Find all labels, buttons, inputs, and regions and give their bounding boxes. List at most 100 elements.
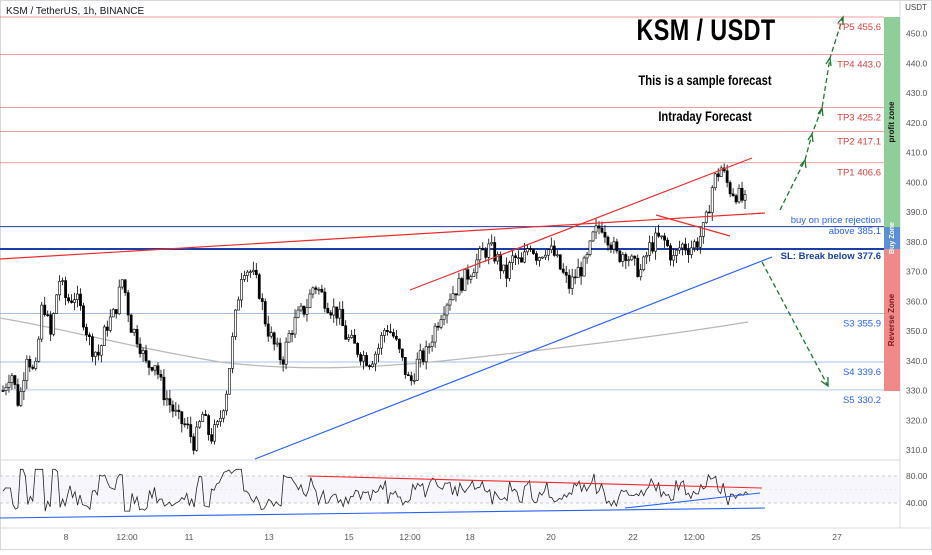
candle-body: [520, 257, 523, 263]
time-tick: 12:00: [116, 532, 138, 542]
candle-body: [523, 251, 526, 263]
candle-body: [213, 424, 216, 442]
candle-body: [329, 312, 333, 316]
forecast-subtitle: This is a sample forecast: [638, 72, 772, 88]
candle-body: [621, 254, 625, 262]
arrowhead-2: [807, 132, 814, 143]
candle-body: [43, 304, 47, 315]
candle-body: [400, 348, 404, 358]
candle-body: [49, 314, 53, 335]
candle-body: [508, 262, 512, 279]
candle-body: [254, 269, 258, 276]
candle-body: [561, 268, 565, 273]
candle-body: [585, 254, 589, 259]
candle-body: [359, 354, 363, 362]
candle-body: [469, 276, 473, 280]
candle-body: [725, 170, 729, 183]
candle-body: [266, 323, 270, 337]
candle-body: [615, 241, 619, 252]
candle-body: [689, 247, 693, 255]
candle-body: [10, 375, 14, 383]
candle-body: [4, 387, 8, 391]
candle-body: [99, 345, 103, 356]
level-label-tp5: TP5 455.6: [837, 22, 881, 33]
candle-body: [436, 325, 440, 328]
arrowhead-1: [799, 158, 807, 169]
candle-body: [543, 254, 547, 258]
candle-body: [278, 342, 282, 361]
candle-body: [377, 347, 380, 355]
candle-body: [177, 409, 181, 413]
candle-body: [654, 232, 658, 252]
candle-body: [335, 306, 339, 319]
candle-body: [102, 326, 106, 347]
candle-body: [475, 259, 479, 274]
candle-body: [132, 329, 136, 333]
candle-body: [96, 351, 100, 356]
arrowhead-down: [820, 377, 829, 388]
candle-body: [347, 337, 351, 340]
time-tick: 20: [546, 532, 556, 542]
rsi-tick: 80.00: [906, 471, 928, 481]
price-tick: 400.0: [906, 177, 928, 187]
candle-body: [344, 325, 348, 340]
arrowhead-3: [817, 106, 824, 117]
candle-body: [427, 346, 431, 348]
candle-body: [433, 325, 437, 343]
candle-body: [403, 357, 407, 375]
level-label-s4: S4 339.6: [843, 367, 881, 378]
candle-body: [326, 307, 330, 313]
candle-body: [514, 255, 517, 259]
level-label-tp2: TP2 417.1: [837, 136, 881, 147]
candle-body: [156, 365, 160, 375]
candle-body: [174, 409, 178, 412]
reverse-zone-label: Reverse Zone: [887, 293, 896, 346]
candle-body: [743, 194, 747, 201]
candle-body: [362, 355, 365, 362]
candle-body: [129, 314, 133, 333]
candle-body: [293, 317, 297, 335]
candle-body: [13, 375, 17, 385]
candle-body: [412, 379, 416, 382]
chart-title: KSM / USDT: [636, 14, 776, 47]
candle-body: [371, 363, 374, 368]
candle-body: [332, 306, 336, 316]
candle-body: [657, 232, 661, 237]
candle-body: [591, 231, 595, 242]
candle-body: [299, 305, 303, 311]
candle-body: [576, 267, 580, 279]
rsi-trend-up: [624, 492, 761, 509]
candle-body: [150, 367, 154, 371]
candle-body: [114, 309, 118, 315]
level-label-s5: S5 330.2: [843, 395, 881, 406]
candle-body: [686, 249, 690, 255]
candle-body: [320, 288, 324, 293]
candle-body: [639, 269, 643, 277]
candle-body: [624, 254, 628, 261]
candle-body: [645, 255, 649, 258]
candle-body: [651, 242, 655, 252]
candle-body: [537, 257, 541, 261]
candle-body: [383, 330, 386, 336]
candle-body: [19, 391, 23, 406]
candle-body: [618, 250, 622, 262]
timeframe-note: Intraday Forecast: [658, 108, 752, 124]
sl-note: SL: Break below 377.6: [781, 251, 881, 262]
candle-body: [91, 336, 94, 357]
candle-body: [28, 358, 32, 368]
candle-body: [79, 293, 82, 307]
profit-zone-label: profit zone: [887, 101, 896, 142]
candle-body: [549, 245, 553, 250]
candle-body: [660, 235, 663, 238]
symbol-header: KSM / TetherUS, 1h, BINANCE: [6, 6, 145, 17]
candle-body: [454, 293, 458, 296]
currency-label: USDT: [905, 3, 927, 12]
candle-body: [517, 257, 520, 260]
reverse-zone-band: [884, 249, 900, 391]
candle-body: [481, 248, 485, 251]
candle-body: [511, 255, 514, 263]
candle-body: [120, 279, 124, 288]
candle-body: [317, 288, 321, 291]
candle-body: [594, 225, 598, 233]
candle-body: [228, 368, 231, 395]
